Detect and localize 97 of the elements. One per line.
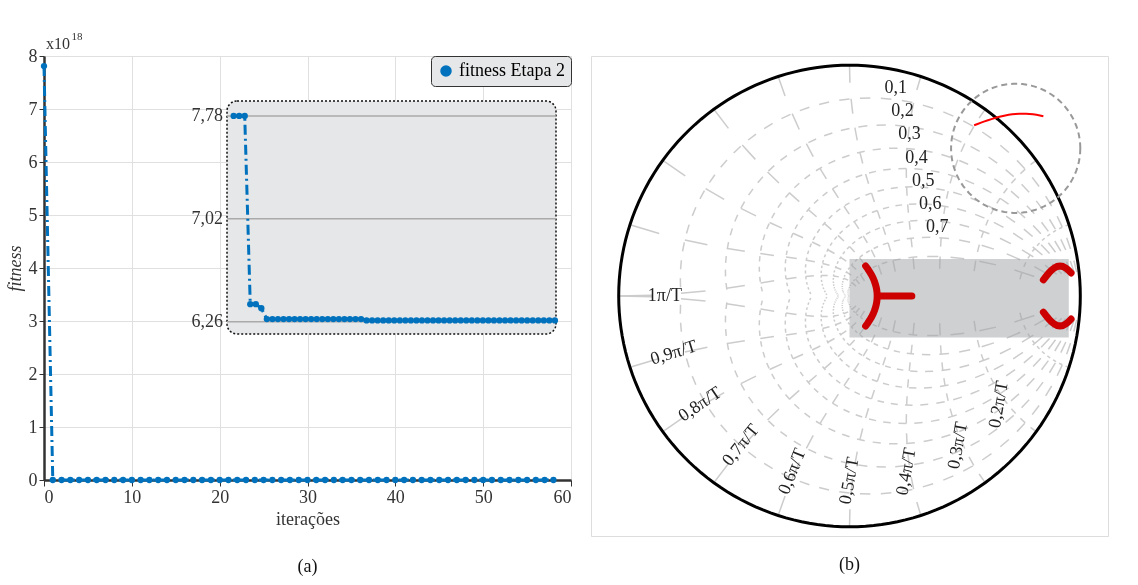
y-tick-label: 7,02 (191, 207, 223, 228)
point (435, 317, 442, 324)
point (457, 317, 464, 324)
legend-label: fitness Etapa 2 (459, 60, 565, 80)
y-tick-label: 3 (28, 310, 38, 331)
point (269, 315, 276, 323)
text: 0,6 (919, 192, 942, 213)
point (446, 317, 453, 324)
point (535, 317, 542, 324)
y-tick-label: 7,78 (191, 104, 223, 125)
point (546, 317, 553, 324)
point (236, 112, 243, 120)
y-tick-label: 7 (28, 98, 38, 119)
y-tick-label: 0 (28, 469, 38, 490)
text: 0,6π/T (773, 445, 810, 498)
point (335, 315, 343, 323)
y-tick-label: 8 (28, 45, 38, 66)
point (380, 317, 387, 324)
point (518, 317, 525, 324)
point (429, 317, 437, 324)
text: 0,5 (912, 169, 935, 190)
point (468, 317, 475, 324)
point (413, 317, 420, 324)
point (280, 315, 287, 323)
point (524, 317, 531, 324)
x-tick-label: 50 (474, 486, 493, 507)
text: 0,4 (905, 146, 928, 167)
x-tick-label: 60 (553, 486, 572, 507)
point (407, 317, 415, 324)
y-tick-label: 6,26 (191, 310, 223, 331)
point (341, 315, 348, 323)
point (396, 317, 403, 324)
point (490, 317, 498, 324)
point (440, 317, 448, 324)
point (313, 315, 320, 323)
point (418, 317, 426, 324)
y-tick-label: 4 (28, 257, 38, 278)
text: 0,3 (898, 123, 921, 144)
point (512, 317, 520, 324)
text: 0,2 (891, 100, 914, 121)
text: 0,3π/T (943, 420, 972, 471)
point (241, 112, 248, 120)
point (357, 315, 365, 323)
text: 1π/T (647, 285, 682, 305)
point (330, 315, 337, 323)
y-tick-label: 1 (28, 416, 38, 437)
text: 0,7 (925, 215, 949, 236)
text: 0,9π/T (647, 335, 700, 369)
point (291, 315, 298, 323)
point (346, 315, 354, 323)
x-tick-label: 0 (44, 486, 54, 507)
text: 0,1 (884, 77, 907, 98)
point (385, 317, 392, 324)
point (308, 315, 315, 323)
point (296, 315, 304, 323)
text: 0,2π/T (983, 379, 1012, 430)
y-tick-label: 5 (28, 204, 38, 225)
point (258, 305, 265, 312)
point (507, 317, 514, 324)
point (452, 317, 459, 324)
point (363, 317, 370, 324)
x-tick-label: 20 (211, 486, 230, 507)
point (463, 317, 470, 324)
point (252, 301, 259, 308)
point (485, 317, 492, 324)
x-tick-label: 40 (386, 486, 405, 507)
point (319, 315, 326, 323)
point (285, 315, 293, 323)
point (479, 317, 487, 324)
point (424, 317, 431, 324)
x-tick-label: 10 (123, 486, 142, 507)
point (230, 112, 237, 120)
point (540, 317, 547, 324)
y-tick-label: 6 (28, 151, 38, 172)
point (352, 315, 359, 323)
text: (a) (297, 556, 318, 577)
text: 0,4π/T (891, 446, 920, 497)
y-tick-label: 2 (28, 363, 38, 384)
point (391, 317, 398, 324)
y-axis-title: fitness (4, 245, 25, 292)
point (474, 317, 481, 324)
text: 0,5π/T (834, 455, 863, 506)
point (374, 317, 381, 324)
point (247, 301, 254, 308)
text: (b) (839, 554, 860, 575)
point (263, 315, 271, 323)
point (402, 317, 409, 324)
point (496, 317, 503, 324)
point (274, 315, 282, 323)
point (529, 317, 536, 324)
point (551, 317, 559, 324)
point (302, 315, 309, 323)
x-tick-label: 30 (299, 486, 317, 507)
point (368, 317, 376, 324)
point (501, 317, 509, 324)
x-axis-title: iterações (276, 508, 340, 529)
point (324, 315, 331, 323)
